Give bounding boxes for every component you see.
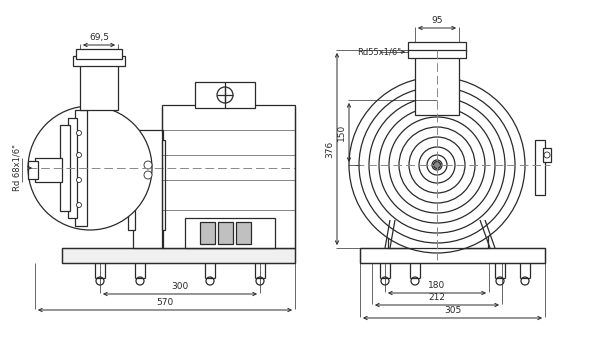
- Circle shape: [496, 277, 504, 285]
- Bar: [195, 82, 255, 108]
- Bar: [76, 49, 122, 59]
- Circle shape: [427, 155, 447, 175]
- Bar: [128, 140, 135, 230]
- Bar: [80, 63, 118, 110]
- Circle shape: [28, 106, 152, 230]
- Bar: [535, 140, 545, 195]
- Circle shape: [96, 277, 104, 285]
- Circle shape: [77, 131, 82, 136]
- Bar: [162, 140, 165, 230]
- Bar: [133, 130, 163, 248]
- Circle shape: [77, 152, 82, 157]
- Circle shape: [256, 277, 264, 285]
- Bar: [360, 248, 545, 263]
- Bar: [68, 118, 77, 218]
- Text: 180: 180: [428, 281, 446, 290]
- Circle shape: [379, 107, 495, 223]
- Circle shape: [349, 77, 525, 253]
- Text: Rd55x1/6": Rd55x1/6": [357, 48, 401, 57]
- Text: 305: 305: [444, 306, 461, 315]
- Circle shape: [409, 137, 465, 193]
- Circle shape: [144, 161, 152, 169]
- Bar: [408, 42, 466, 52]
- Circle shape: [136, 277, 144, 285]
- Circle shape: [389, 117, 485, 213]
- Text: 376: 376: [325, 140, 334, 158]
- Bar: [28, 161, 38, 179]
- Text: 300: 300: [172, 282, 188, 291]
- Circle shape: [77, 202, 82, 207]
- Bar: [415, 50, 459, 115]
- Bar: [60, 125, 70, 211]
- Bar: [218, 222, 233, 244]
- Circle shape: [381, 277, 389, 285]
- Circle shape: [544, 152, 550, 158]
- Bar: [200, 222, 215, 244]
- Circle shape: [433, 162, 440, 169]
- Text: Rd 68x1/6": Rd 68x1/6": [12, 145, 21, 191]
- Bar: [543, 148, 551, 162]
- Bar: [388, 215, 488, 248]
- Text: 95: 95: [431, 16, 443, 25]
- Bar: [185, 218, 275, 248]
- Bar: [162, 105, 295, 248]
- Circle shape: [432, 160, 442, 170]
- Circle shape: [399, 127, 475, 203]
- Circle shape: [521, 277, 529, 285]
- Text: 212: 212: [428, 293, 445, 302]
- Circle shape: [411, 277, 419, 285]
- Bar: [236, 222, 251, 244]
- Circle shape: [77, 177, 82, 182]
- Bar: [35, 158, 62, 182]
- Bar: [62, 248, 295, 263]
- Circle shape: [419, 147, 455, 183]
- Circle shape: [144, 171, 152, 179]
- Circle shape: [359, 87, 515, 243]
- Circle shape: [217, 87, 233, 103]
- Text: 570: 570: [157, 298, 173, 307]
- Bar: [75, 110, 87, 226]
- Text: 69,5: 69,5: [89, 33, 109, 42]
- Text: 150: 150: [337, 124, 346, 141]
- Circle shape: [369, 97, 505, 233]
- Bar: [408, 50, 466, 58]
- Bar: [73, 56, 125, 66]
- Circle shape: [206, 277, 214, 285]
